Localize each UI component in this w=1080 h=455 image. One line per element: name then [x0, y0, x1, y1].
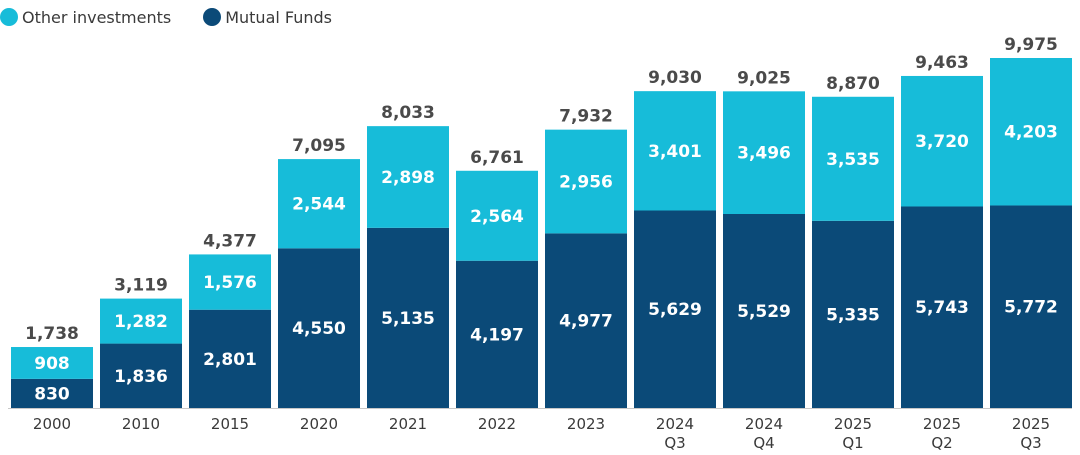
legend-item-mutual-funds: Mutual Funds [203, 8, 332, 27]
data-label-mutual-funds: 5,743 [915, 298, 969, 318]
data-label-other-investments: 3,535 [826, 150, 880, 170]
bar-other-investments [367, 126, 449, 228]
bar-other-investments [901, 75, 983, 207]
bar-other-investments [189, 254, 271, 310]
x-tick-label: 2000 [33, 415, 71, 433]
bar-mutual-funds [812, 220, 894, 408]
x-tick-label: Q1 [842, 434, 863, 452]
data-label-total: 9,025 [737, 68, 791, 88]
x-tick-label: 2021 [389, 415, 427, 433]
data-label-total: 8,870 [826, 74, 880, 94]
data-label-mutual-funds: 5,135 [381, 309, 435, 329]
bar-mutual-funds [456, 260, 538, 408]
bar-mutual-funds [634, 210, 716, 408]
data-label-total: 7,095 [292, 136, 346, 156]
data-label-mutual-funds: 5,335 [826, 305, 880, 325]
legend-label-mutual-funds: Mutual Funds [225, 7, 332, 27]
legend-swatch-mutual-funds [203, 8, 222, 26]
bar-other-investments [545, 129, 627, 234]
x-tick-label: 2025 [1012, 415, 1050, 433]
legend: Other investments Mutual Funds [0, 4, 364, 30]
x-tick-label: 2024 [656, 415, 694, 433]
bar-mutual-funds [367, 227, 449, 408]
data-label-mutual-funds: 5,772 [1004, 298, 1058, 318]
bar-mutual-funds [545, 233, 627, 408]
data-label-total: 9,463 [915, 53, 969, 73]
x-tick-label: 2022 [478, 415, 516, 433]
data-label-total: 3,119 [114, 276, 168, 296]
bar-other-investments [634, 91, 716, 211]
x-tick-label: 2025 [923, 415, 961, 433]
bar-other-investments [990, 58, 1072, 206]
x-tick-label: 2025 [834, 415, 872, 433]
data-label-mutual-funds: 5,529 [737, 302, 791, 322]
data-label-other-investments: 908 [34, 354, 70, 374]
legend-swatch-other-investments [0, 8, 18, 26]
bar-other-investments [278, 159, 360, 249]
bar-other-investments [812, 96, 894, 221]
bar-other-investments [723, 91, 805, 214]
bar-other-investments [100, 298, 182, 344]
data-label-other-investments: 4,203 [1004, 123, 1058, 143]
bar-mutual-funds [278, 248, 360, 408]
bar-mutual-funds [901, 206, 983, 408]
data-label-mutual-funds: 4,550 [292, 319, 346, 339]
data-label-total: 1,738 [25, 324, 79, 344]
data-label-other-investments: 3,401 [648, 142, 702, 162]
data-label-total: 9,030 [648, 68, 702, 88]
data-label-mutual-funds: 4,977 [559, 312, 613, 332]
data-label-other-investments: 1,576 [203, 273, 257, 293]
x-tick-label: Q3 [664, 434, 685, 452]
bar-mutual-funds [723, 214, 805, 408]
data-label-total: 9,975 [1004, 35, 1058, 55]
legend-item-other-investments: Other investments [0, 8, 171, 27]
data-label-mutual-funds: 830 [34, 384, 70, 404]
bar-mutual-funds [100, 343, 182, 408]
data-label-other-investments: 2,564 [470, 207, 524, 227]
data-label-other-investments: 3,496 [737, 144, 791, 164]
data-label-other-investments: 2,956 [559, 173, 613, 193]
x-tick-label: 2010 [122, 415, 160, 433]
data-label-mutual-funds: 5,629 [648, 300, 702, 320]
data-label-total: 8,033 [381, 103, 435, 123]
data-label-other-investments: 2,898 [381, 168, 435, 188]
x-tick-label: Q2 [931, 434, 952, 452]
bar-mutual-funds [11, 378, 93, 408]
x-tick-label: 2023 [567, 415, 605, 433]
data-label-mutual-funds: 1,836 [114, 367, 168, 387]
bar-other-investments [11, 347, 93, 379]
data-label-total: 7,932 [559, 107, 613, 127]
x-tick-label: 2015 [211, 415, 249, 433]
x-tick-label: Q4 [753, 434, 774, 452]
bar-mutual-funds [990, 205, 1072, 408]
bar-other-investments [456, 170, 538, 261]
x-tick-label: 2024 [745, 415, 783, 433]
data-label-mutual-funds: 4,197 [470, 325, 524, 345]
x-tick-label: Q3 [1020, 434, 1041, 452]
data-label-total: 4,377 [203, 231, 257, 251]
data-label-mutual-funds: 2,801 [203, 350, 257, 370]
legend-label-other-investments: Other investments [22, 7, 172, 27]
data-label-total: 6,761 [470, 148, 524, 168]
data-label-other-investments: 3,720 [915, 132, 969, 152]
x-tick-label: 2020 [300, 415, 338, 433]
data-label-other-investments: 2,544 [292, 195, 346, 215]
bar-mutual-funds [189, 309, 271, 408]
data-label-other-investments: 1,282 [114, 312, 168, 332]
